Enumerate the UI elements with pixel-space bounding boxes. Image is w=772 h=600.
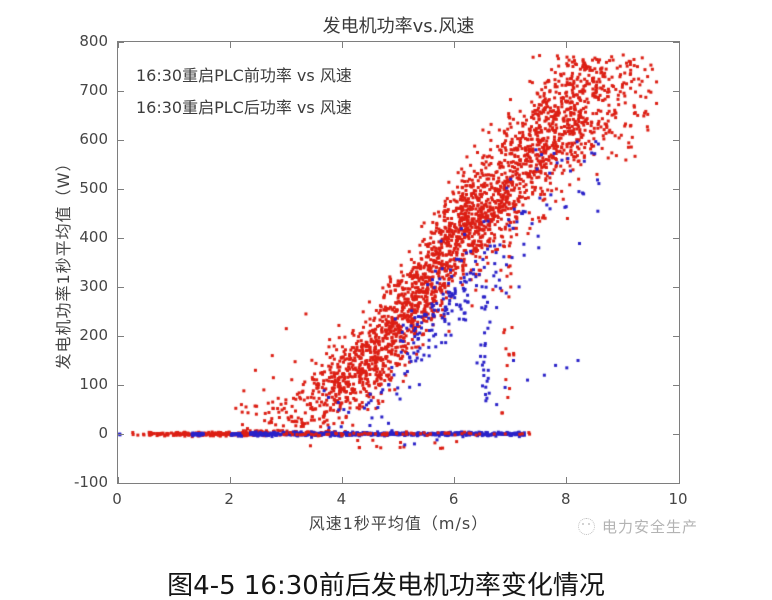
x-tick-label: 0	[112, 490, 122, 508]
x-tick-mark	[454, 42, 456, 48]
plot-area: 16:30重启PLC前功率 vs 风速 16:30重启PLC后功率 vs 风速	[117, 41, 680, 484]
x-tick-label: 4	[336, 490, 347, 508]
watermark-logo-icon	[578, 518, 595, 535]
y-tick-label: 300	[79, 277, 108, 295]
y-tick-label: 600	[79, 130, 108, 148]
x-tick-mark	[117, 42, 119, 48]
y-tick-mark	[673, 482, 679, 484]
y-tick-mark	[118, 433, 124, 435]
y-tick-label: 400	[79, 228, 108, 246]
y-tick-mark	[118, 482, 124, 484]
y-tick-mark	[673, 188, 679, 190]
y-tick-mark	[673, 335, 679, 337]
y-tick-mark	[118, 384, 124, 386]
x-tick-mark	[566, 477, 568, 483]
y-tick-mark	[118, 335, 124, 337]
y-tick-mark	[118, 188, 124, 190]
x-tick-mark	[454, 477, 456, 483]
y-tick-mark	[673, 286, 679, 288]
y-tick-label: 200	[79, 326, 108, 344]
y-tick-mark	[118, 139, 124, 141]
y-tick-label: -100	[73, 473, 108, 491]
y-tick-label: 0	[98, 424, 108, 442]
x-tick-mark	[678, 477, 680, 483]
watermark-text: 电力安全生产	[602, 518, 699, 536]
y-tick-mark	[673, 139, 679, 141]
y-tick-label: 500	[79, 179, 108, 197]
y-tick-mark	[673, 90, 679, 92]
x-tick-mark	[341, 42, 343, 48]
x-tick-label: 6	[448, 490, 459, 508]
scatter-canvas	[118, 42, 679, 483]
y-tick-mark	[118, 41, 124, 43]
legend-entry-after: 16:30重启PLC后功率 vs 风速	[136, 98, 352, 117]
x-tick-mark	[229, 477, 231, 483]
x-tick-label: 8	[561, 490, 571, 508]
chart-title: 发电机功率vs.风速	[322, 16, 475, 37]
x-tick-label: 2	[224, 490, 234, 508]
y-tick-mark	[118, 286, 124, 288]
legend-entry-before: 16:30重启PLC前功率 vs 风速	[136, 66, 352, 85]
x-tick-mark	[117, 477, 119, 483]
y-tick-mark	[673, 433, 679, 435]
y-tick-label: 800	[79, 32, 108, 50]
y-tick-mark	[118, 90, 124, 92]
y-tick-mark	[673, 41, 679, 43]
x-tick-mark	[566, 42, 568, 48]
y-tick-mark	[673, 384, 679, 386]
y-tick-mark	[118, 237, 124, 239]
x-tick-mark	[678, 42, 680, 48]
y-tick-label: 700	[79, 81, 108, 99]
figure-caption: 图4-5 16:30前后发电机功率变化情况	[167, 571, 605, 600]
x-tick-mark	[229, 42, 231, 48]
x-tick-label: 10	[668, 490, 688, 508]
y-tick-mark	[673, 237, 679, 239]
x-axis-label: 风速1秒平均值（m/s）	[308, 514, 489, 533]
watermark: 电力安全生产	[578, 516, 698, 537]
y-tick-label: 100	[79, 375, 108, 393]
x-tick-mark	[341, 477, 343, 483]
